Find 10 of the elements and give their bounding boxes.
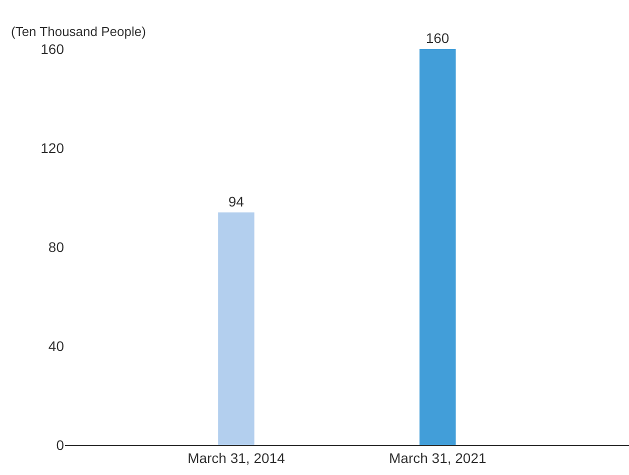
y-tick-label: 160 — [40, 40, 64, 57]
y-tick-label: 40 — [48, 338, 64, 354]
y-axis-title: (Ten Thousand People) — [11, 24, 146, 39]
x-tick-label: March 31, 2021 — [388, 450, 486, 466]
y-tick-label: 80 — [48, 238, 64, 255]
y-tick-label: 0 — [56, 436, 64, 453]
data-label: 160 — [426, 30, 450, 46]
data-label: 94 — [228, 193, 244, 210]
y-tick-label: 120 — [40, 140, 64, 156]
x-tick-label: March 31, 2014 — [188, 450, 286, 466]
